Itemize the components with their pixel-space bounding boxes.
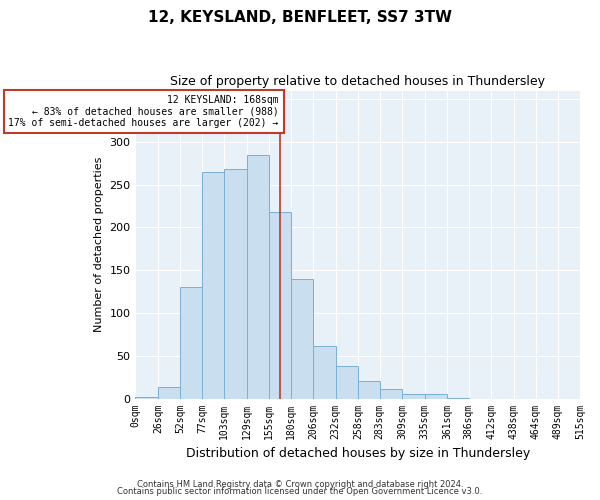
X-axis label: Distribution of detached houses by size in Thundersley: Distribution of detached houses by size …	[185, 447, 530, 460]
Bar	[158, 388, 180, 398]
Bar	[202, 172, 224, 398]
Bar	[380, 389, 402, 398]
Bar	[402, 394, 425, 398]
Bar	[269, 212, 291, 398]
Text: 12, KEYSLAND, BENFLEET, SS7 3TW: 12, KEYSLAND, BENFLEET, SS7 3TW	[148, 10, 452, 25]
Bar	[180, 288, 202, 399]
Y-axis label: Number of detached properties: Number of detached properties	[94, 157, 104, 332]
Text: Contains HM Land Registry data © Crown copyright and database right 2024.: Contains HM Land Registry data © Crown c…	[137, 480, 463, 489]
Bar	[358, 382, 380, 398]
Text: Contains public sector information licensed under the Open Government Licence v3: Contains public sector information licen…	[118, 488, 482, 496]
Bar	[136, 397, 158, 398]
Bar	[291, 279, 313, 398]
Bar	[425, 394, 447, 398]
Title: Size of property relative to detached houses in Thundersley: Size of property relative to detached ho…	[170, 75, 545, 88]
Bar	[313, 346, 335, 399]
Bar	[335, 366, 358, 398]
Bar	[224, 170, 247, 398]
Bar	[247, 154, 269, 398]
Text: 12 KEYSLAND: 168sqm
← 83% of detached houses are smaller (988)
17% of semi-detac: 12 KEYSLAND: 168sqm ← 83% of detached ho…	[8, 95, 278, 128]
